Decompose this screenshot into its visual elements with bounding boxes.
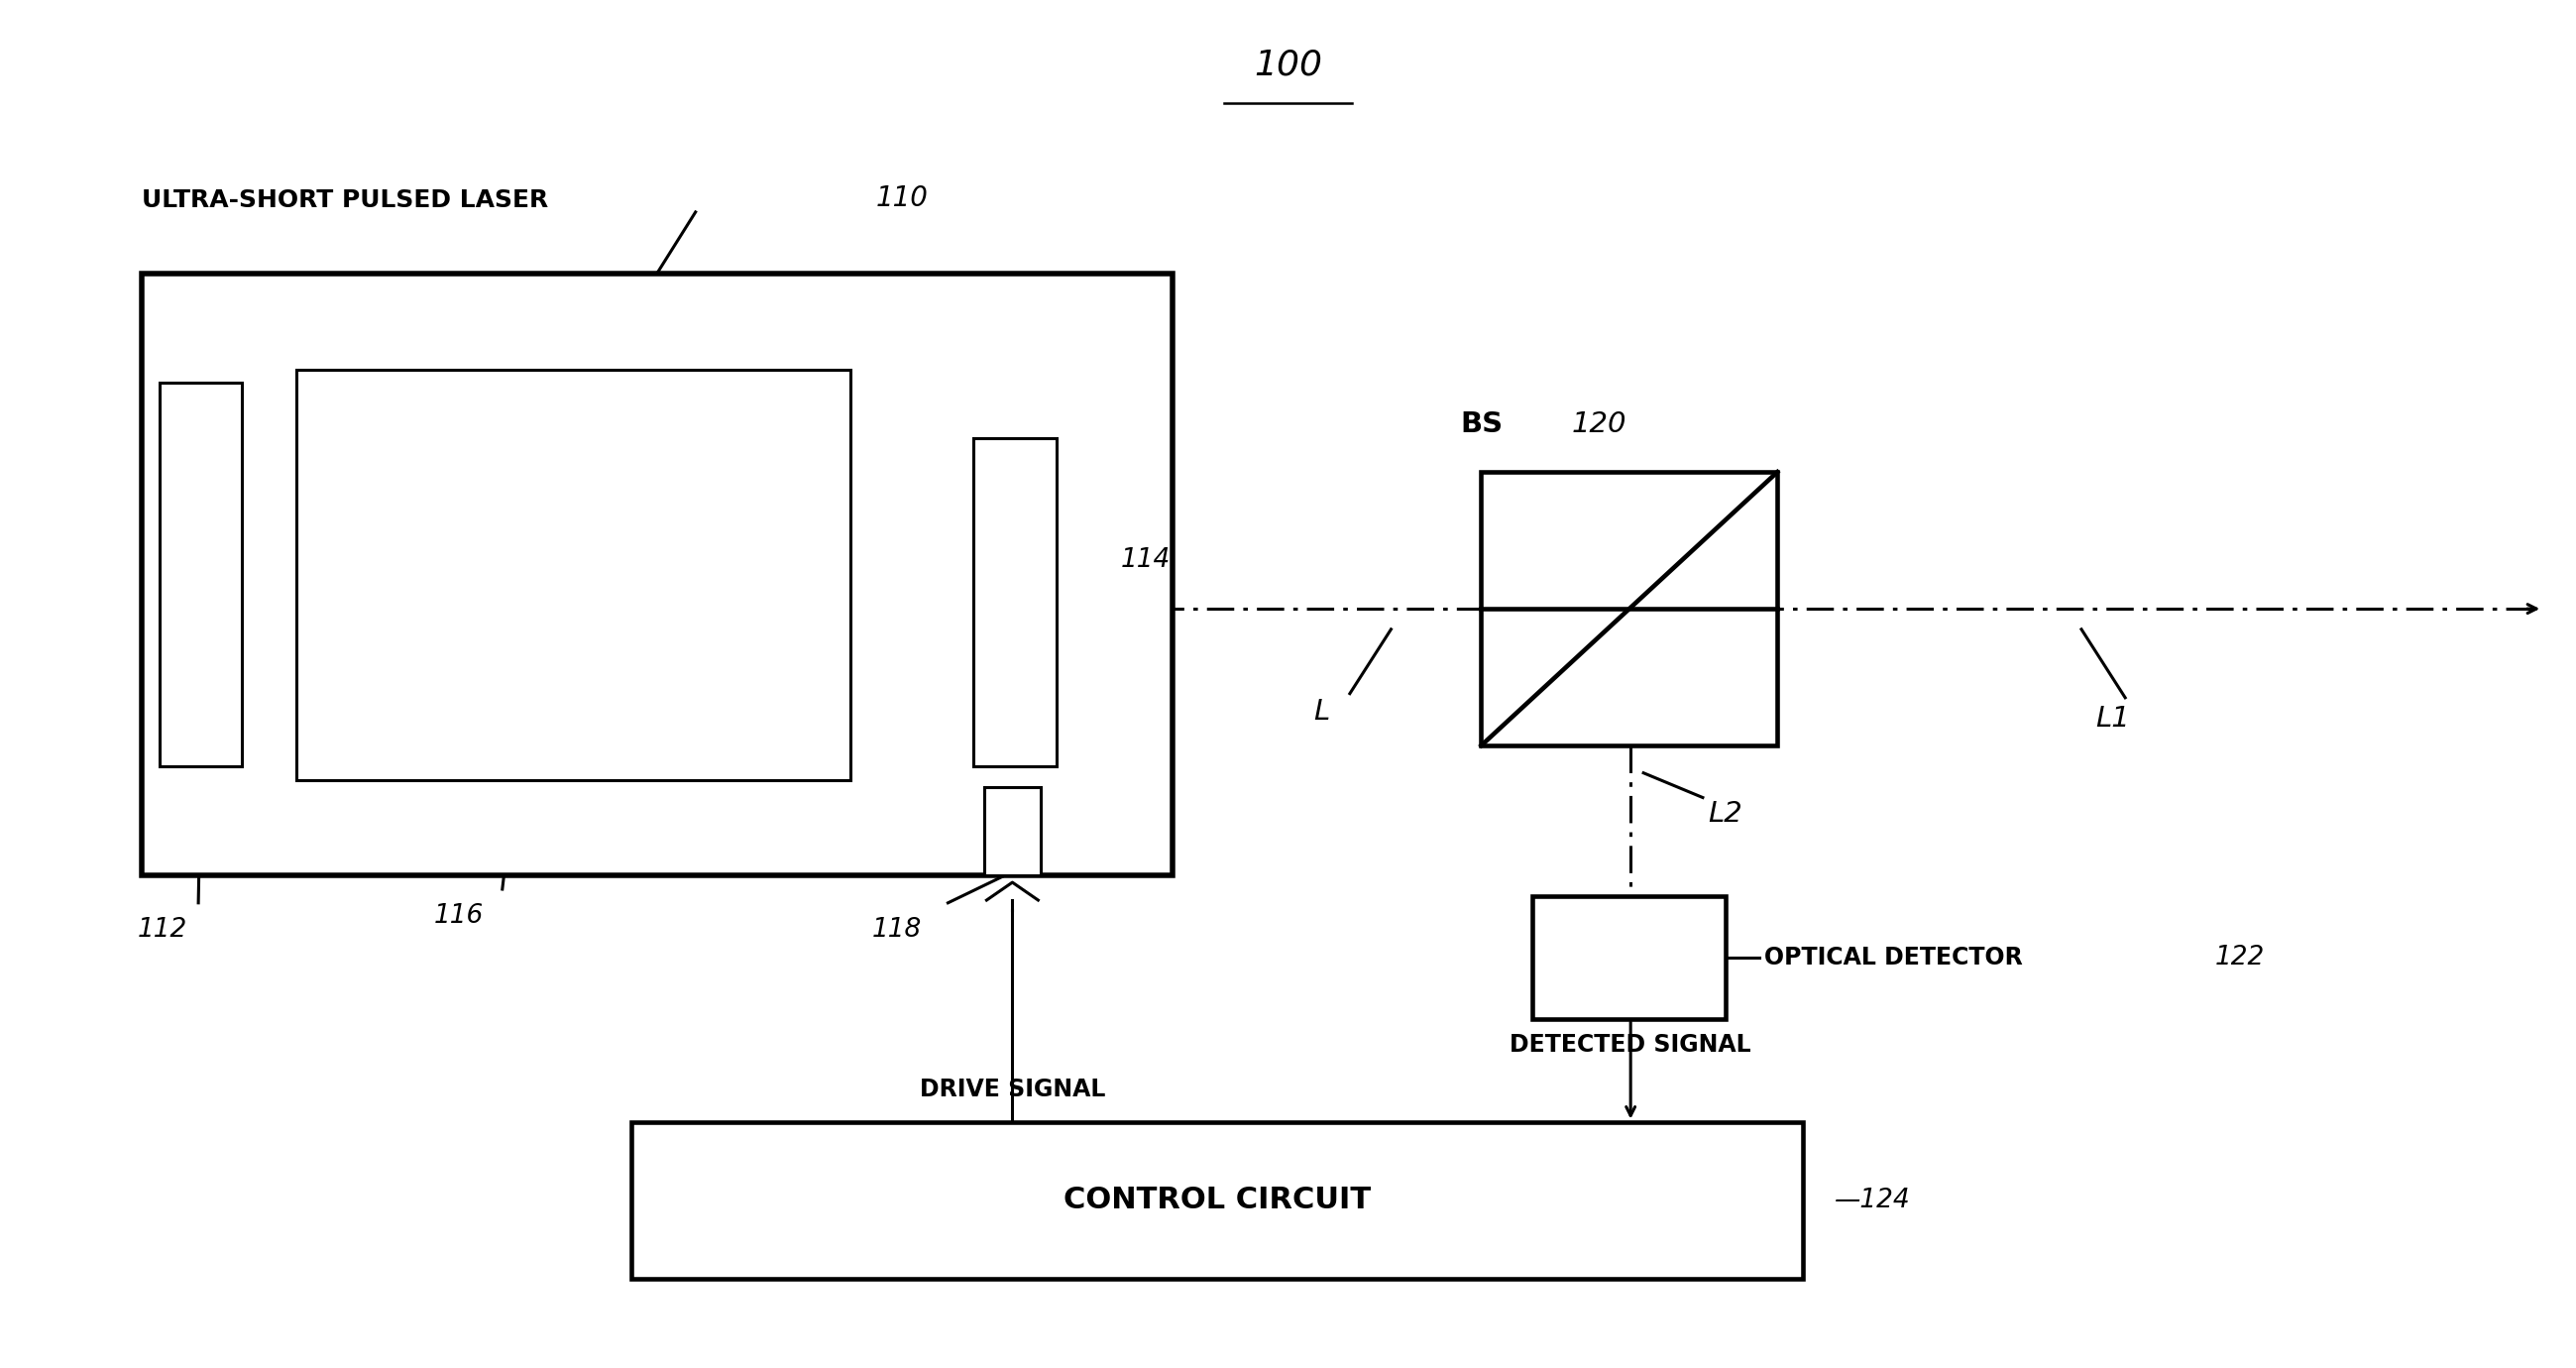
Text: 120: 120 (1571, 410, 1625, 438)
Text: BS: BS (1461, 410, 1504, 438)
Bar (984, 787, 1041, 876)
Text: 114: 114 (1121, 547, 1170, 573)
Text: L: L (1314, 698, 1329, 725)
Bar (974, 438, 1056, 766)
Text: DETECTED SIGNAL: DETECTED SIGNAL (1510, 1033, 1752, 1056)
Bar (160, 383, 242, 766)
Text: 112: 112 (137, 917, 188, 943)
Text: 122: 122 (2215, 945, 2264, 970)
Text: 110: 110 (876, 185, 927, 212)
Text: 118: 118 (871, 917, 922, 943)
Text: OPTICAL DETECTOR: OPTICAL DETECTOR (1765, 945, 2022, 970)
Text: DRIVE SIGNAL: DRIVE SIGNAL (920, 1078, 1105, 1101)
Text: CONTROL CIRCUIT: CONTROL CIRCUIT (1064, 1186, 1370, 1215)
Bar (631, 1122, 1803, 1279)
Text: 116: 116 (433, 903, 484, 929)
Bar (296, 369, 850, 780)
Text: ULTRA-SHORT PULSED LASER: ULTRA-SHORT PULSED LASER (142, 189, 549, 212)
Bar (1533, 896, 1726, 1019)
Text: L2: L2 (1708, 800, 1741, 828)
Text: L1: L1 (2094, 705, 2130, 732)
Bar (142, 274, 1172, 876)
Bar (1481, 472, 1777, 746)
Text: 100: 100 (1255, 48, 1321, 82)
Text: —124: —124 (1834, 1187, 1909, 1213)
